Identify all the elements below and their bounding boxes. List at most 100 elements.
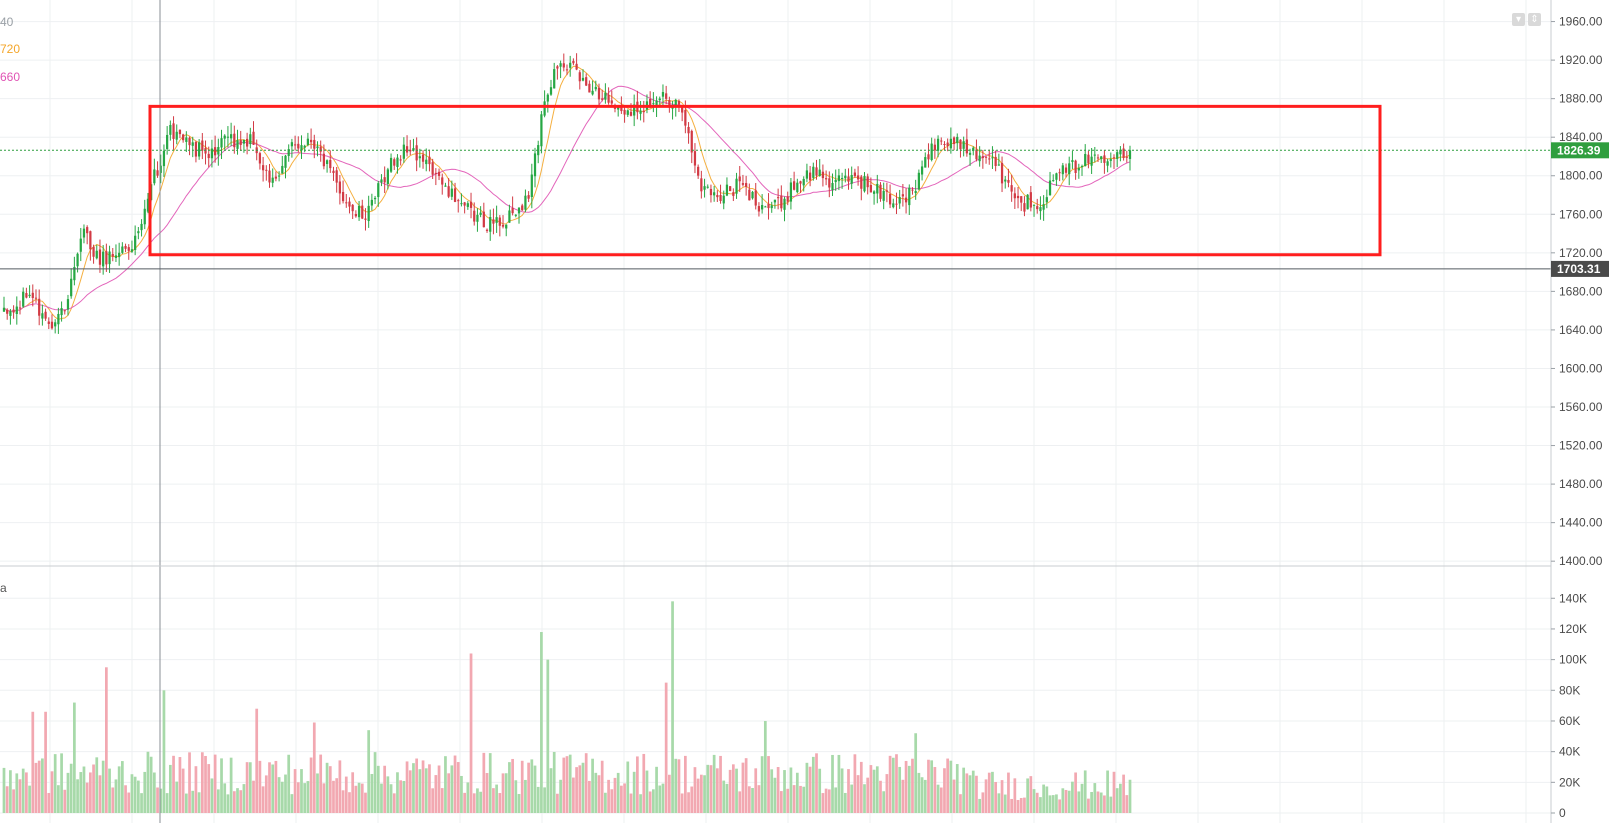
volume-bar (568, 754, 572, 813)
volume-bar (1029, 776, 1033, 813)
volume-bar (703, 775, 706, 813)
volume-bar (383, 765, 387, 813)
volume-bar (136, 780, 140, 813)
volume-bar (824, 788, 828, 813)
volume-bar (616, 772, 620, 813)
candle-body (437, 171, 441, 176)
candle-body (140, 223, 143, 231)
candle-body (175, 131, 178, 140)
grid (0, 0, 1551, 823)
volume-bar (1087, 798, 1090, 813)
price-tick-label: 1720.00 (1559, 246, 1603, 260)
candle-body (121, 246, 124, 253)
current-price-label: 1826.39 (1557, 143, 1601, 157)
volume-bar (69, 763, 73, 813)
volume-bar (933, 767, 937, 813)
volume-bar (152, 772, 156, 813)
volume-bar (939, 787, 943, 813)
candle-body (367, 205, 370, 222)
volume-bar (296, 782, 300, 813)
volume-bar (613, 777, 617, 813)
expand-vertical-icon[interactable]: ⇕ (1528, 13, 1541, 26)
candle-body (514, 214, 517, 216)
candle-body (537, 145, 540, 156)
candle-body (70, 278, 73, 297)
volume-bar (1125, 795, 1129, 813)
volume-bar (610, 789, 614, 813)
volume-bar (997, 793, 1001, 813)
volume-label: a (0, 581, 7, 595)
volume-bar (891, 757, 895, 813)
chevron-down-icon[interactable]: ▾ (1512, 13, 1525, 26)
volume-bar (895, 754, 898, 813)
candle-body (956, 136, 959, 144)
candle-body (134, 235, 137, 251)
volume-bar (536, 786, 540, 813)
candle-body (735, 178, 738, 194)
candle-body (828, 178, 831, 188)
volume-bar (927, 759, 930, 813)
volume-bar (872, 769, 876, 813)
candle-body (850, 174, 853, 184)
volume-bar (600, 760, 604, 813)
volume-bar (232, 791, 236, 813)
candle-body (492, 219, 495, 224)
candle-body (207, 153, 210, 159)
volume-bar (1051, 795, 1055, 813)
candle-body (1045, 197, 1048, 203)
candle-body (1093, 154, 1096, 156)
volume-bar (645, 770, 649, 813)
candle-body (1036, 206, 1039, 210)
candle-body (581, 77, 585, 81)
candle-body (265, 169, 268, 171)
candle-body (271, 177, 274, 183)
candle-body (591, 90, 594, 95)
volume-bar (693, 767, 697, 813)
volume-bar (101, 760, 105, 813)
candle-body (383, 177, 386, 183)
volume-bar (47, 792, 51, 813)
candle-body (162, 150, 166, 167)
volume-bar (696, 778, 700, 813)
volume-bar (367, 730, 371, 813)
candle-body (725, 184, 729, 196)
candle-body (866, 176, 869, 188)
candle-body (450, 188, 453, 197)
candle-body (569, 62, 572, 68)
candle-body (863, 176, 866, 192)
volume-bar (255, 708, 259, 813)
volume-bar (184, 793, 188, 813)
candle-body (441, 177, 444, 185)
volume-bar (936, 784, 940, 813)
candle-body (527, 195, 530, 199)
volume-bar (1055, 794, 1058, 813)
candle-body (732, 192, 735, 196)
volume-tick-label: 80K (1559, 683, 1580, 697)
volume-bar (1067, 790, 1071, 813)
volume-bar (172, 755, 175, 813)
volume-bar (1048, 795, 1052, 813)
candle-body (268, 170, 271, 183)
candle-body (1068, 163, 1071, 175)
candle-body (220, 138, 223, 148)
candle-body (146, 198, 150, 212)
volume-bar (389, 784, 393, 813)
volume-bar (677, 759, 681, 813)
volume-bar (114, 779, 118, 813)
candle-body (786, 196, 789, 202)
volume-bar (165, 793, 169, 813)
volume-bar (917, 772, 921, 813)
candle-body (805, 170, 809, 179)
volume-bar (856, 775, 860, 813)
candle-body (789, 182, 793, 202)
volume-bar (530, 759, 534, 813)
candle-body (639, 110, 642, 114)
candle-body (821, 171, 825, 179)
volume-bar (648, 791, 652, 813)
volume-bar (680, 793, 684, 813)
volume-bar (597, 775, 601, 813)
candle-body (453, 188, 457, 202)
candle-body (1052, 180, 1055, 182)
volume-bar (82, 766, 86, 813)
